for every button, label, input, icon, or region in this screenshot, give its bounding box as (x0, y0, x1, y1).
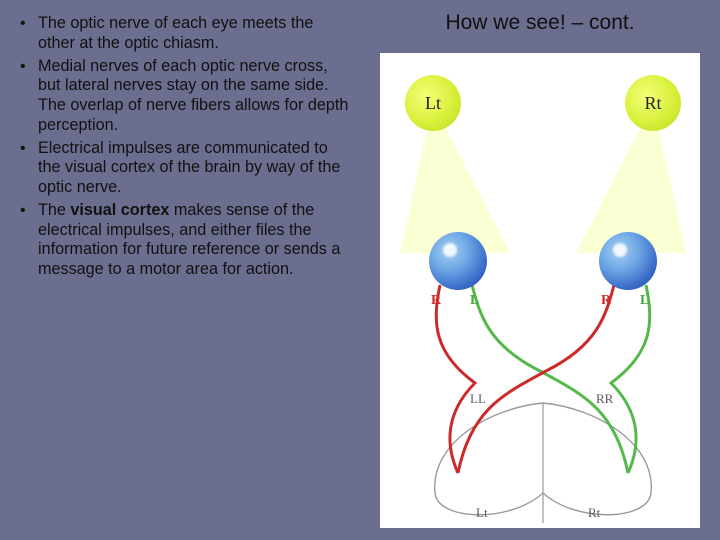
bullet-text: Electrical impulses are communicated to … (38, 139, 340, 197)
right-eye-r-label: R (601, 293, 611, 309)
nerve-green-right-lateral (611, 285, 650, 473)
right-visual-field: Rt (625, 75, 681, 131)
page-title: How we see! – cont. (360, 11, 720, 35)
left-eye-r-label: R (431, 293, 441, 309)
bullet-item: Medial nerves of each optic nerve cross,… (18, 57, 352, 136)
brain-rt-label: Rt (588, 505, 600, 521)
optic-pathway-diagram: Lt Rt R L R L LL RR Lt Rt (380, 53, 700, 528)
lt-label: Lt (425, 93, 441, 114)
rr-label: RR (596, 391, 613, 407)
bullet-text: Medial nerves of each optic nerve cross,… (38, 57, 348, 134)
rt-label: Rt (644, 93, 661, 114)
bullet-item: The optic nerve of each eye meets the ot… (18, 14, 352, 54)
bullet-text: The optic nerve of each eye meets the ot… (38, 14, 313, 52)
brain-lt-label: Lt (476, 505, 488, 521)
bullet-item: The visual cortex makes sense of the ele… (18, 201, 352, 280)
right-eye (599, 232, 657, 290)
right-eye-l-label: L (640, 293, 649, 309)
bullet-item: Electrical impulses are communicated to … (18, 139, 352, 198)
ll-label: LL (470, 391, 486, 407)
bullet-list: The optic nerve of each eye meets the ot… (18, 14, 352, 280)
nerve-red-left-lateral (436, 285, 475, 473)
bullet-text-column: The optic nerve of each eye meets the ot… (0, 0, 360, 540)
left-visual-field: Lt (405, 75, 461, 131)
left-eye-l-label: L (470, 293, 479, 309)
left-eye (429, 232, 487, 290)
bullet-text: The visual cortex makes sense of the ele… (38, 201, 340, 278)
